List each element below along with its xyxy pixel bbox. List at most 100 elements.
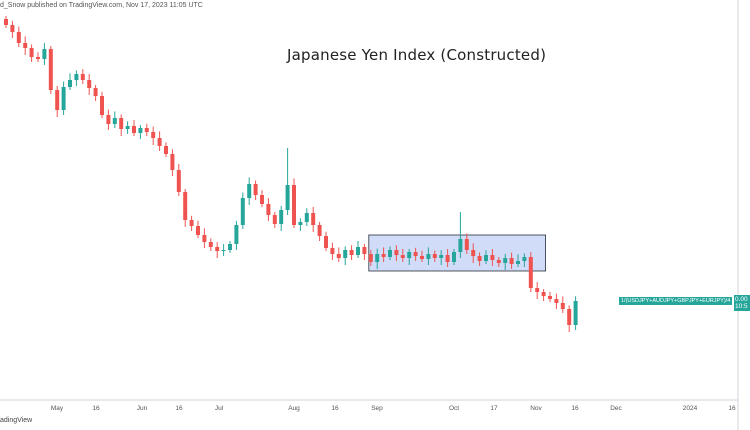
candle-body <box>138 128 143 133</box>
candle-body <box>509 258 514 264</box>
candle-body <box>368 254 373 262</box>
candle-body <box>432 254 437 258</box>
chart-title: Japanese Yen Index (Constructed) <box>287 46 547 64</box>
candle-body <box>324 236 328 248</box>
candle-body <box>234 225 239 244</box>
candle-body <box>503 258 508 263</box>
candle-body <box>4 19 8 25</box>
x-tick-label: 16 <box>331 405 339 412</box>
candle-body <box>445 255 450 262</box>
x-tick-label: Sep <box>371 405 383 412</box>
candle-body <box>541 292 546 296</box>
candle-body <box>471 250 476 256</box>
candle-body <box>407 252 412 258</box>
candle-body <box>567 309 572 325</box>
x-tick-label: 16 <box>175 405 183 412</box>
candle-body <box>535 288 540 292</box>
candle-body <box>42 49 47 59</box>
candle-body <box>189 220 194 226</box>
price-time: 10:5 <box>735 303 748 310</box>
candle-body <box>375 254 380 262</box>
candle-body <box>439 255 444 258</box>
candle-body <box>106 115 111 124</box>
candle-body <box>215 247 220 251</box>
candle-body <box>266 204 271 215</box>
candle-body <box>228 244 232 250</box>
candle-body <box>336 254 341 258</box>
candle-body <box>68 80 72 87</box>
candle-body <box>458 239 463 252</box>
x-tick-label: 2024 <box>683 405 698 412</box>
candle-body <box>317 225 322 236</box>
candle-body <box>484 255 488 261</box>
candle-body <box>61 87 66 110</box>
candle-body <box>10 25 15 32</box>
candle-body <box>452 252 456 262</box>
candle-body <box>516 261 520 264</box>
candle-body <box>490 255 495 260</box>
x-tick-label: Oct <box>449 405 459 412</box>
candle-body <box>343 250 348 258</box>
candle-body <box>477 256 482 261</box>
candle-body <box>285 185 290 210</box>
candle-body <box>464 239 469 250</box>
candle-body <box>362 247 367 254</box>
x-tick-label: 16 <box>728 405 736 412</box>
candle-body <box>151 132 156 138</box>
candle-body <box>80 74 85 80</box>
candle-body <box>196 226 200 235</box>
x-tick-label: Aug <box>288 405 300 412</box>
candle-body <box>16 32 21 43</box>
candle-body <box>253 184 258 195</box>
candle-body <box>240 198 245 225</box>
candle-body <box>183 192 188 220</box>
candle-body <box>311 213 316 225</box>
candle-body <box>560 303 565 309</box>
candle-body <box>394 250 399 255</box>
candle-body <box>144 128 149 132</box>
candle-body <box>298 222 303 225</box>
candle-body <box>176 170 181 192</box>
tradingview-footer: adingView <box>0 417 33 424</box>
candle-body <box>55 90 60 110</box>
candle-body <box>381 254 386 257</box>
candle-body <box>202 235 207 242</box>
x-tick-label: May <box>51 405 64 412</box>
candle-body <box>164 146 168 154</box>
candle-body <box>93 88 98 96</box>
candle-body <box>119 118 124 129</box>
x-tick-label: Dec <box>610 405 622 412</box>
x-tick-label: Jul <box>215 405 224 412</box>
candle-body <box>132 126 136 133</box>
candle-body <box>330 248 335 254</box>
candle-body <box>272 215 277 224</box>
candle-body <box>74 74 79 80</box>
candle-body <box>23 43 28 48</box>
price-label: 0.00 10:5 <box>734 295 750 311</box>
candle-body <box>304 213 309 222</box>
x-tick-label: Jun <box>137 405 148 412</box>
candle-body <box>170 154 175 170</box>
candle-body <box>29 48 34 57</box>
candle-body <box>260 195 264 204</box>
candle-body <box>100 96 104 115</box>
candle-body <box>388 250 392 257</box>
consolidation-box <box>368 234 546 272</box>
candle-body <box>356 247 360 255</box>
candle-body <box>548 296 552 299</box>
candle-body <box>349 250 354 255</box>
candle-body <box>247 184 252 198</box>
candle-body <box>522 257 527 261</box>
price-value: 0.00 <box>735 296 748 303</box>
candle-body <box>426 254 431 259</box>
candle-body <box>413 252 418 256</box>
candle-body <box>292 185 296 225</box>
candle-body <box>125 126 130 129</box>
candle-body <box>208 242 213 247</box>
symbol-label: 1/(USDJPY+AUDJPY+GBPJPY+EURJPY)/4 <box>619 297 733 305</box>
publisher-header: d_Snow published on TradingView.com, Nov… <box>0 2 203 9</box>
candle-body <box>528 257 533 288</box>
candle-body <box>87 80 92 88</box>
x-tick-label: 17 <box>490 405 498 412</box>
